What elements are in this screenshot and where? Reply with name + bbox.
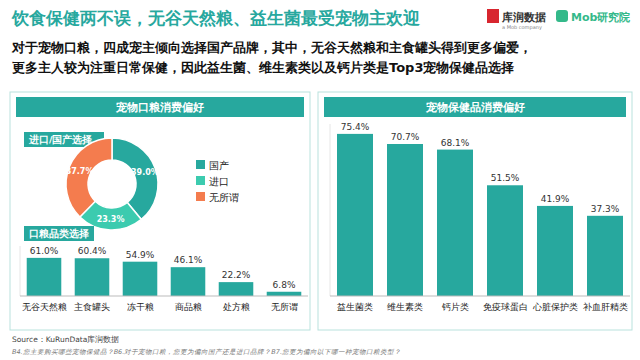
bar	[267, 292, 302, 296]
tick-label: 维生素类	[387, 302, 423, 312]
value-axis	[330, 124, 331, 296]
panel-frame	[10, 92, 310, 330]
tick-label: 商品粮	[175, 302, 202, 312]
legend-swatch	[196, 192, 205, 201]
bar	[27, 258, 62, 296]
slice	[66, 138, 112, 217]
data-label: 37.7%	[66, 167, 94, 176]
donut	[66, 138, 158, 230]
tick-label: 主食罐头	[74, 302, 110, 312]
data-label: 60.4%	[78, 246, 107, 256]
bar	[487, 185, 523, 296]
bar	[437, 150, 473, 296]
tick-label: 无谷天然粮	[22, 302, 67, 312]
logo: 库润数据	[501, 11, 546, 24]
legend-entry: 进口	[209, 176, 229, 187]
legend-swatch	[196, 160, 205, 169]
source: Source：KuRunData库润数据	[12, 335, 119, 344]
bar	[123, 262, 158, 296]
subtitle: 更多主人较为注重日常保健，因此益生菌、维生素类以及钙片类是Top3宠物保健品选择	[12, 60, 514, 75]
panel-title: 宠物口粮消费偏好	[115, 101, 204, 114]
legend-entry: 国产	[209, 160, 229, 171]
logo: Mob研究院	[571, 11, 630, 24]
data-label: 39.0%	[131, 168, 159, 177]
bars	[27, 258, 302, 296]
logo-mark	[487, 9, 499, 23]
bars	[337, 134, 623, 296]
tick-label: 免疫球蛋白	[483, 302, 528, 312]
baseline	[20, 296, 308, 297]
legend-swatch	[196, 176, 205, 185]
bar	[75, 258, 110, 296]
subheading: 口粮品类选择	[29, 228, 89, 239]
data-label: 70.7%	[391, 132, 420, 142]
bar	[587, 216, 623, 296]
data-label: 68.1%	[441, 138, 470, 148]
value-axis	[20, 246, 21, 296]
tick-label: 钙片类	[441, 302, 469, 312]
data-label: 51.5%	[491, 173, 520, 183]
panel-header	[324, 97, 626, 117]
tick-label: 补血肝精类	[583, 302, 628, 312]
data-label: 46.1%	[174, 255, 203, 265]
bar	[219, 282, 254, 296]
title: 饮食保健两不误，无谷天然粮、益生菌最受宠物主欢迎	[11, 8, 420, 28]
data-label: 61.0%	[30, 246, 59, 256]
panel-header	[16, 97, 304, 117]
tick-label: 冻干粮	[127, 302, 154, 312]
background	[0, 0, 640, 360]
data-label: 6.8%	[273, 280, 296, 290]
tick-label: 益生菌类	[337, 302, 373, 312]
data-label: 37.3%	[591, 204, 620, 214]
note: B4.您主要购买哪些宠物保健品？B6.对于宠物口粮，您更为偏向国产还是进口品牌？…	[12, 348, 401, 356]
data-label: 23.3%	[97, 215, 125, 224]
data-label: 41.9%	[541, 194, 570, 204]
page: 饮食保健两不误，无谷天然粮、益生菌最受宠物主欢迎对于宠物口粮，四成宠主倾向选择国…	[0, 0, 640, 360]
tick-label: 处方粮	[223, 302, 250, 312]
data-label: 75.4%	[341, 122, 370, 132]
tick-label: 无所谓	[271, 302, 298, 312]
panel-frame	[318, 92, 632, 330]
baseline	[330, 296, 630, 297]
logo-mark	[556, 10, 568, 22]
subheading: 进口/国产选择	[28, 134, 92, 145]
bar	[387, 144, 423, 296]
tick-label: 心脏保护类	[532, 302, 578, 312]
data-label: 22.2%	[222, 270, 251, 280]
bar	[537, 206, 573, 296]
subheading-box	[24, 226, 94, 241]
logo-tagline: a Mob company	[502, 24, 542, 31]
data-label: 54.9%	[126, 250, 155, 260]
bar	[171, 267, 206, 296]
subtitle: 对于宠物口粮，四成宠主倾向选择国产品牌，其中，无谷天然粮和主食罐头得到更多偏爱，	[11, 40, 532, 55]
chart-title: 宠物保健品消费偏好	[425, 101, 525, 114]
bar	[337, 134, 373, 296]
legend-entry: 无所谓	[209, 192, 239, 203]
